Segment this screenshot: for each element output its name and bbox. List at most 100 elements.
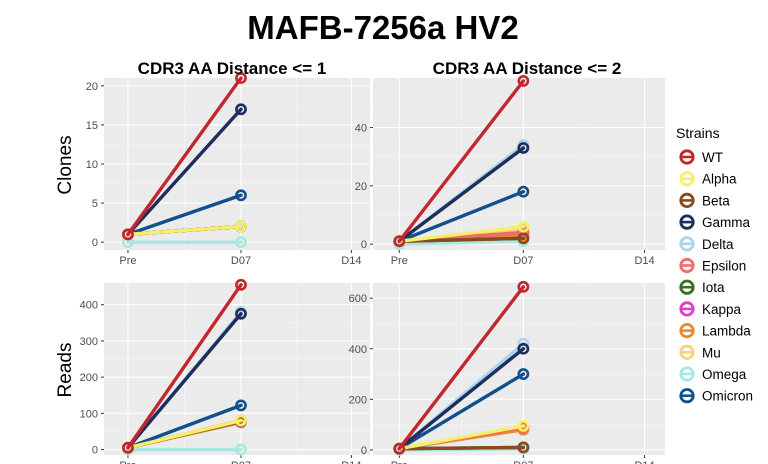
y-tick-label: 200 bbox=[349, 394, 367, 406]
data-point-gamma bbox=[235, 103, 247, 116]
y-tick-label: 100 bbox=[80, 408, 98, 420]
data-point-beta bbox=[517, 441, 530, 454]
data-point-omega bbox=[235, 236, 247, 249]
panel-title-distance-2: CDR3 AA Distance <= 2 bbox=[433, 59, 622, 78]
y-tick-label: 20 bbox=[86, 81, 98, 93]
legend-label: Mu bbox=[702, 345, 721, 360]
x-tick-label: Pre bbox=[119, 255, 136, 267]
series-line-omicron bbox=[397, 189, 526, 243]
data-point-omega bbox=[235, 443, 247, 456]
legend-label: Iota bbox=[702, 280, 725, 295]
y-tick-label: 15 bbox=[86, 120, 98, 132]
x-tick-label: D07 bbox=[513, 460, 533, 464]
series-line-omega bbox=[397, 239, 526, 246]
series-line-alpha bbox=[397, 424, 526, 451]
y-tick-label: 400 bbox=[80, 300, 98, 312]
legend-item-mu: Mu bbox=[679, 344, 721, 360]
x-tick-label: D07 bbox=[231, 460, 251, 464]
x-tick-label: D14 bbox=[341, 460, 361, 464]
series-line-beta bbox=[397, 236, 526, 243]
x-tick-label: Pre bbox=[391, 255, 408, 267]
legend-item-alpha: Alpha bbox=[679, 171, 737, 187]
legend-label: Gamma bbox=[702, 215, 751, 230]
y-tick-label: 40 bbox=[355, 123, 367, 135]
series-line-alpha bbox=[126, 418, 243, 450]
legend-item-kappa: Kappa bbox=[679, 301, 742, 317]
panel-clones-distance-2: 0 20 40 Pre D07 D14 bbox=[355, 75, 665, 267]
legend-label: WT bbox=[702, 150, 723, 165]
data-point-omicron bbox=[235, 189, 247, 202]
legend-label: Alpha bbox=[702, 172, 737, 187]
data-point-alpha bbox=[235, 220, 247, 233]
legend-item-epsilon: Epsilon bbox=[679, 257, 746, 274]
data-point-wt bbox=[235, 72, 247, 84]
data-point-gamma bbox=[235, 307, 247, 320]
data-point-alpha bbox=[517, 220, 530, 233]
data-point-alpha bbox=[517, 420, 530, 432]
y-tick-label: 5 bbox=[92, 198, 98, 210]
legend-label: Lambda bbox=[702, 324, 751, 339]
panel-clones-distance-1: 0 5 10 15 20 Pre D07 D14 bbox=[86, 72, 370, 267]
data-point-wt bbox=[517, 75, 530, 87]
legend: Strains WT Alpha Beta Gamma Delta Epsilon Iota… bbox=[676, 125, 753, 404]
series-line-alpha bbox=[126, 224, 243, 237]
data-point-omega bbox=[122, 236, 134, 249]
data-point-wt bbox=[122, 228, 134, 241]
x-tick-label: D14 bbox=[341, 255, 361, 267]
legend-label: Omega bbox=[702, 367, 747, 382]
series-line-beta bbox=[397, 445, 526, 451]
x-tick-label: Pre bbox=[391, 460, 408, 464]
data-point-alpha bbox=[235, 414, 247, 427]
y-tick-label: 0 bbox=[92, 445, 98, 457]
series-line-gamma bbox=[126, 312, 243, 450]
x-tick-label: D07 bbox=[513, 255, 533, 267]
x-tick-label: D14 bbox=[634, 460, 654, 464]
legend-label: Epsilon bbox=[702, 259, 746, 274]
ylabel-reads: Reads bbox=[55, 343, 76, 398]
panel-title-distance-1: CDR3 AA Distance <= 1 bbox=[138, 59, 327, 78]
data-point-gamma bbox=[517, 342, 530, 355]
data-point-wt bbox=[517, 280, 530, 293]
series-line-gamma bbox=[397, 146, 526, 243]
data-point-omicron bbox=[517, 368, 530, 380]
series-line-omicron bbox=[397, 372, 526, 451]
y-tick-label: 0 bbox=[361, 239, 367, 251]
y-tick-label: 0 bbox=[361, 445, 367, 457]
series-line-omicron bbox=[126, 403, 243, 450]
legend-item-iota: Iota bbox=[679, 279, 725, 295]
data-point-omicron bbox=[517, 185, 530, 198]
x-tick-label: D07 bbox=[231, 255, 251, 267]
series-line-omicron bbox=[126, 193, 243, 237]
data-point-gamma bbox=[517, 142, 530, 154]
data-point-wt bbox=[122, 441, 134, 454]
legend-label: Omicron bbox=[702, 389, 753, 404]
ylabel-clones: Clones bbox=[55, 135, 76, 194]
legend-item-omicron: Omicron bbox=[679, 388, 753, 404]
series-line-gamma bbox=[397, 347, 526, 451]
y-tick-label: 0 bbox=[92, 237, 98, 249]
data-point-beta bbox=[517, 232, 530, 245]
data-point-omicron bbox=[235, 399, 247, 412]
y-tick-label: 300 bbox=[80, 336, 98, 348]
data-point-wt bbox=[393, 442, 406, 455]
x-tick-label: D14 bbox=[634, 255, 654, 267]
legend-item-delta: Delta bbox=[679, 236, 734, 252]
legend-item-omega: Omega bbox=[679, 366, 747, 382]
legend-item-gamma: Gamma bbox=[679, 214, 751, 230]
series-line-wt bbox=[397, 285, 526, 451]
legend-title: Strains bbox=[676, 125, 720, 141]
legend-label: Kappa bbox=[702, 302, 742, 317]
y-tick-label: 400 bbox=[349, 344, 367, 356]
y-tick-label: 10 bbox=[86, 159, 98, 171]
series-line-wt bbox=[397, 79, 526, 243]
series-line-wt bbox=[126, 283, 243, 450]
legend-label: Delta bbox=[702, 237, 734, 252]
series-line-gamma bbox=[126, 107, 243, 237]
series-line-wt bbox=[126, 76, 243, 237]
series-line-alpha bbox=[397, 224, 526, 243]
data-point-wt bbox=[235, 278, 247, 291]
y-tick-label: 600 bbox=[349, 293, 367, 305]
y-tick-label: 200 bbox=[80, 372, 98, 384]
figure-title: MAFB-7256a HV2 bbox=[247, 9, 518, 46]
legend-item-lambda: Lambda bbox=[679, 322, 751, 339]
